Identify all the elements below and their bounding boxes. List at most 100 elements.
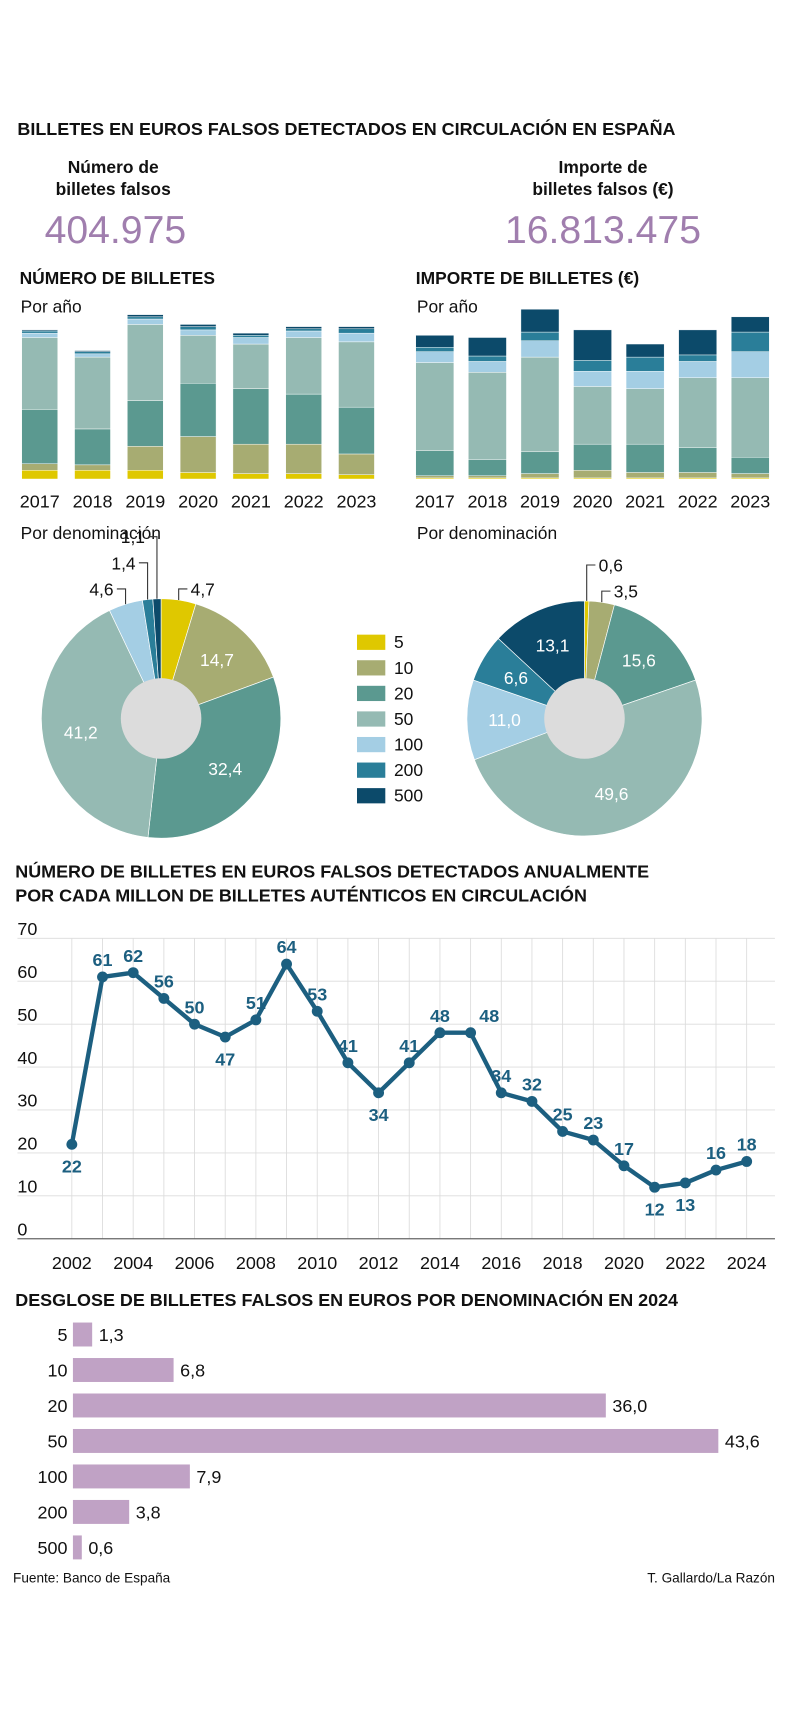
bar-segment bbox=[21, 330, 58, 334]
bar-segment bbox=[520, 451, 560, 474]
point bbox=[311, 1005, 323, 1017]
point bbox=[219, 1031, 231, 1043]
bar-segment bbox=[338, 474, 375, 480]
legend-swatch bbox=[357, 762, 386, 778]
category-label: 5 bbox=[57, 1325, 67, 1345]
data-label: 32,4 bbox=[208, 759, 242, 779]
bar-segment bbox=[573, 470, 612, 479]
bar-segment bbox=[21, 337, 58, 410]
bar-segment bbox=[285, 473, 322, 480]
x-tick-label: 2017 bbox=[415, 491, 455, 511]
bar-segment bbox=[338, 328, 375, 334]
data-label: 4,7 bbox=[191, 579, 215, 599]
bar-segment bbox=[625, 343, 665, 358]
bar-segment bbox=[468, 459, 507, 476]
bar-segment bbox=[415, 450, 455, 476]
stat-label: billetes falsos bbox=[56, 179, 171, 199]
point bbox=[342, 1057, 354, 1069]
chart-title: IMPORTE DE BILLETES (€) bbox=[416, 268, 639, 288]
bar-segment bbox=[678, 361, 717, 378]
x-tick-label: 2023 bbox=[337, 491, 377, 511]
pie-hole bbox=[544, 678, 625, 759]
bar-segment bbox=[74, 428, 111, 466]
bar-segment bbox=[127, 470, 164, 480]
bar-segment bbox=[468, 475, 507, 479]
bar-segment bbox=[127, 446, 164, 471]
bar-segment bbox=[338, 341, 375, 408]
bar-segment bbox=[730, 377, 770, 458]
bar-segment bbox=[179, 383, 217, 437]
data-label: 12 bbox=[645, 1200, 665, 1220]
point bbox=[434, 1027, 446, 1039]
x-tick-label: 2024 bbox=[727, 1253, 767, 1273]
source: Fuente: Banco de España bbox=[13, 1571, 171, 1586]
point bbox=[495, 1087, 507, 1099]
category-label: 500 bbox=[38, 1538, 68, 1558]
bar-segment bbox=[232, 343, 270, 389]
category-label: 20 bbox=[48, 1396, 68, 1416]
bar-segment bbox=[678, 472, 717, 479]
point bbox=[373, 1087, 385, 1099]
main-title: BILLETES EN EUROS FALSOS DETECTADOS EN C… bbox=[17, 118, 675, 139]
y-tick-label: 0 bbox=[17, 1219, 27, 1239]
x-tick-label: 2018 bbox=[467, 491, 507, 511]
data-label: 48 bbox=[430, 1006, 450, 1026]
bar-segment bbox=[74, 350, 111, 352]
legend-label: 20 bbox=[394, 683, 413, 703]
x-tick-label: 2018 bbox=[73, 491, 113, 511]
bar-segment bbox=[573, 329, 612, 361]
data-label: 49,6 bbox=[595, 784, 629, 804]
bar-segment bbox=[468, 337, 507, 357]
bar bbox=[72, 1358, 174, 1382]
stat-value: 16.813.475 bbox=[505, 209, 701, 252]
bar-segment bbox=[520, 308, 560, 333]
x-tick-label: 2004 bbox=[113, 1253, 153, 1273]
bar-segment bbox=[74, 351, 111, 355]
pie-slice bbox=[466, 679, 586, 761]
bar-segment bbox=[520, 356, 560, 453]
bar-segment bbox=[285, 330, 322, 338]
x-tick-label: 2019 bbox=[520, 491, 560, 511]
y-tick-label: 40 bbox=[17, 1048, 37, 1068]
bar-segment bbox=[232, 443, 270, 474]
data-label: 11,0 bbox=[488, 710, 521, 730]
legend-label: 100 bbox=[394, 735, 423, 755]
stat-label: billetes falsos (€) bbox=[532, 179, 673, 199]
point bbox=[158, 992, 170, 1004]
leader-line bbox=[148, 536, 158, 599]
bar bbox=[72, 1464, 190, 1489]
category-label: 50 bbox=[48, 1431, 68, 1451]
bar-segment bbox=[625, 388, 665, 445]
legend-label: 5 bbox=[394, 632, 404, 652]
bar-segment bbox=[730, 331, 770, 352]
bar-segment bbox=[285, 328, 322, 332]
y-tick-label: 70 bbox=[17, 919, 37, 939]
data-label: 41 bbox=[399, 1036, 419, 1056]
point bbox=[618, 1160, 630, 1172]
bar-segment bbox=[625, 443, 665, 473]
legend-swatch bbox=[357, 736, 386, 753]
x-tick-label: 2022 bbox=[284, 491, 324, 511]
data-label: 22 bbox=[62, 1157, 82, 1177]
bar-segment bbox=[127, 400, 164, 447]
chart-title: NÚMERO DE BILLETES bbox=[20, 268, 215, 288]
bar-segment bbox=[127, 318, 164, 325]
category-label: 10 bbox=[48, 1361, 68, 1381]
legend-swatch bbox=[357, 685, 386, 702]
data-label: 7,9 bbox=[196, 1467, 221, 1487]
point bbox=[679, 1177, 691, 1189]
data-label: 3,5 bbox=[614, 582, 638, 602]
x-tick-label: 2017 bbox=[20, 491, 60, 511]
data-label: 41,2 bbox=[64, 723, 98, 743]
x-tick-label: 2023 bbox=[730, 491, 770, 511]
data-label: 13 bbox=[675, 1195, 695, 1215]
bar-segment bbox=[285, 337, 322, 395]
y-tick-label: 20 bbox=[17, 1134, 37, 1154]
bar-segment bbox=[520, 340, 560, 358]
data-label: 23 bbox=[583, 1113, 603, 1133]
bar bbox=[72, 1393, 606, 1418]
data-label: 34 bbox=[369, 1105, 389, 1125]
bar-segment bbox=[179, 436, 217, 473]
bar-segment bbox=[179, 326, 217, 331]
